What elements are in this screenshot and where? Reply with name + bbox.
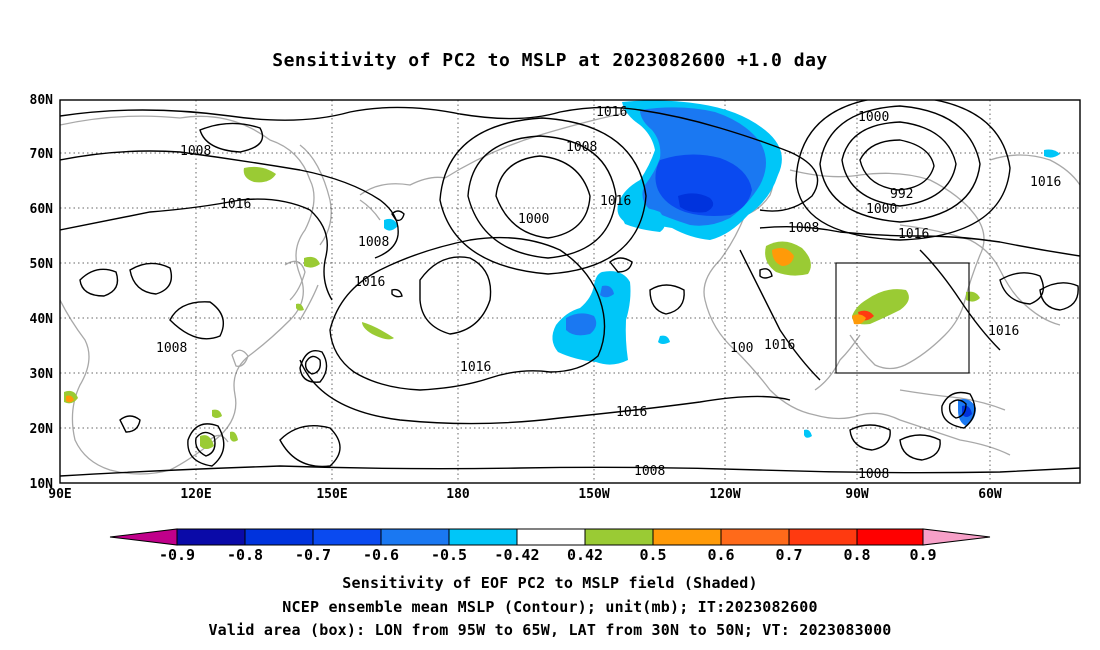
contour-label: 1000 bbox=[858, 110, 889, 125]
colorbar-label: 0.8 bbox=[843, 546, 870, 564]
shade-green bbox=[304, 256, 320, 268]
colorbar-segment bbox=[652, 528, 722, 546]
shade-orange bbox=[772, 248, 794, 266]
colorbar-label: -0.9 bbox=[159, 546, 195, 564]
lon-label: 150E bbox=[316, 487, 347, 502]
colorbar-label: 0.6 bbox=[707, 546, 734, 564]
contour-label: 1008 bbox=[634, 464, 665, 479]
colorbar: -0.9 -0.8 -0.7 -0.6 -0.5 -0.42 0.42 0.5 … bbox=[109, 528, 991, 564]
contour-label: 1008 bbox=[858, 467, 889, 482]
colorbar-left-arrow bbox=[109, 528, 178, 546]
mslp-contours bbox=[60, 100, 1080, 477]
valid-area-box bbox=[835, 262, 970, 374]
contour-label: 992 bbox=[890, 187, 913, 202]
contour-label: 1016 bbox=[460, 360, 491, 375]
contour-label: 1000 bbox=[518, 212, 549, 227]
lon-label: 180 bbox=[446, 487, 470, 502]
contour-label: 1016 bbox=[764, 338, 795, 353]
longitude-labels: 90E 120E 150E 180 150W 120W 90W 60W bbox=[48, 487, 1002, 502]
map-background bbox=[60, 100, 1080, 483]
colorbar-label: 0.42 bbox=[567, 546, 603, 564]
caption-shading: Sensitivity of EOF PC2 to MSLP field (Sh… bbox=[342, 574, 758, 592]
lat-label: 70N bbox=[30, 147, 54, 162]
contour-label: 1016 bbox=[616, 405, 647, 420]
contour-label: 100 bbox=[730, 341, 753, 356]
colorbar-label: -0.7 bbox=[295, 546, 331, 564]
colorbar-segment bbox=[856, 528, 924, 546]
shade-dark-blue bbox=[962, 405, 972, 417]
lon-label: 120E bbox=[180, 487, 211, 502]
lon-label: 120W bbox=[709, 487, 740, 502]
contour-label: 1008 bbox=[358, 235, 389, 250]
shade-orange bbox=[66, 395, 74, 403]
shade-green bbox=[200, 435, 214, 449]
lat-label: 40N bbox=[30, 312, 54, 327]
contour-label: 1016 bbox=[596, 105, 627, 120]
caption-contour: NCEP ensemble mean MSLP (Contour); unit(… bbox=[282, 598, 818, 616]
lat-label: 30N bbox=[30, 367, 54, 382]
lon-label: 90W bbox=[845, 487, 869, 502]
contour-label: 1008 bbox=[788, 221, 819, 236]
colorbar-segment bbox=[516, 528, 586, 546]
colorbar-segment bbox=[788, 528, 858, 546]
colorbar-segment bbox=[312, 528, 382, 546]
sensitivity-shading bbox=[64, 100, 1060, 449]
lat-label: 10N bbox=[30, 477, 54, 492]
shade-green bbox=[212, 409, 222, 418]
shade-green bbox=[230, 431, 238, 442]
colorbar-segment bbox=[720, 528, 790, 546]
shade-blue bbox=[566, 313, 597, 336]
lon-label: 90E bbox=[48, 487, 71, 502]
colorbar-label: -0.6 bbox=[363, 546, 399, 564]
lat-label: 80N bbox=[30, 93, 54, 108]
colorbar-segment bbox=[244, 528, 314, 546]
shade-green bbox=[296, 303, 304, 311]
shade-blue bbox=[600, 285, 614, 298]
shade-green bbox=[362, 322, 394, 340]
shade-orange bbox=[852, 314, 866, 325]
contour-label: 1016 bbox=[354, 275, 385, 290]
colorbar-label: 0.7 bbox=[775, 546, 802, 564]
colorbar-segment bbox=[448, 528, 518, 546]
colorbar-label: -0.8 bbox=[227, 546, 263, 564]
colorbar-right-arrow bbox=[922, 528, 991, 546]
map-frame bbox=[59, 99, 1081, 484]
contour-label: 1016 bbox=[898, 227, 929, 242]
colorbar-label: 0.9 bbox=[909, 546, 936, 564]
colorbar-segment bbox=[176, 528, 246, 546]
shade-light-blue bbox=[1044, 149, 1060, 158]
lat-label: 20N bbox=[30, 422, 54, 437]
contour-label: 1008 bbox=[180, 144, 211, 159]
contour-label: 1016 bbox=[988, 324, 1019, 339]
shade-green bbox=[243, 166, 276, 183]
colorbar-label: -0.42 bbox=[494, 546, 539, 564]
contour-label: 1016 bbox=[220, 197, 251, 212]
shade-light-blue bbox=[384, 218, 398, 231]
lon-label: 60W bbox=[978, 487, 1002, 502]
contour-labels: 1016 1008 1000 1016 1008 1008 1016 1016 … bbox=[156, 105, 1061, 482]
shade-dark-blue bbox=[678, 193, 714, 213]
colorbar-segment bbox=[584, 528, 654, 546]
colorbar-segment bbox=[380, 528, 450, 546]
lat-label: 50N bbox=[30, 257, 54, 272]
contour-label: 1016 bbox=[600, 194, 631, 209]
shade-light-blue bbox=[658, 335, 670, 344]
lat-label: 60N bbox=[30, 202, 54, 217]
colorbar-label: 0.5 bbox=[639, 546, 666, 564]
caption-valid-area: Valid area (box): LON from 95W to 65W, L… bbox=[208, 621, 892, 639]
contour-label: 1008 bbox=[156, 341, 187, 356]
latitude-labels: 80N 70N 60N 50N 40N 30N 20N 10N bbox=[30, 93, 54, 492]
lon-label: 150W bbox=[578, 487, 609, 502]
contour-label: 1000 bbox=[866, 202, 897, 217]
colorbar-label: -0.5 bbox=[431, 546, 467, 564]
contour-label: 1008 bbox=[566, 140, 597, 155]
shade-light-blue bbox=[804, 429, 812, 438]
contour-label: 1016 bbox=[1030, 175, 1061, 190]
page-title: Sensitivity of PC2 to MSLP at 2023082600… bbox=[272, 50, 828, 71]
